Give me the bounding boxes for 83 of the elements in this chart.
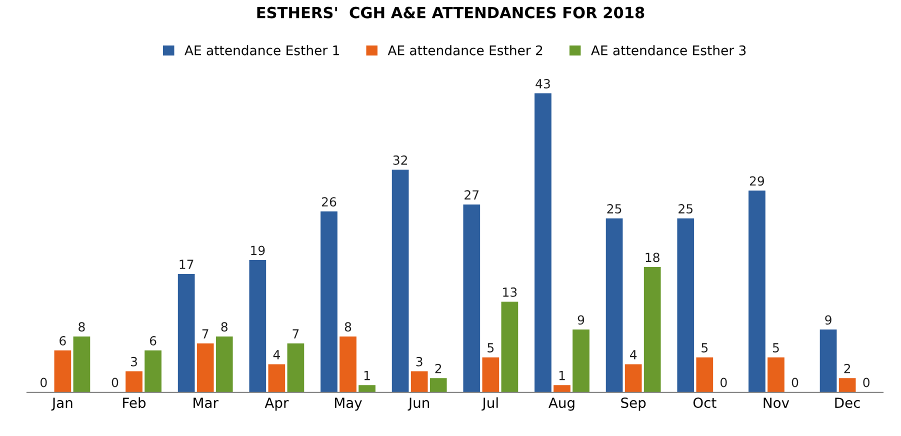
- bar: [358, 385, 376, 392]
- bar: [178, 274, 195, 392]
- data-label: 8: [221, 322, 228, 332]
- bar: [501, 302, 518, 392]
- bar: [644, 266, 661, 392]
- bar: [320, 211, 338, 392]
- bar: [482, 357, 500, 392]
- data-label: 1: [559, 370, 565, 380]
- bar: [144, 350, 162, 392]
- x-tick-label: Nov: [764, 398, 790, 408]
- x-tick-label: Jan: [51, 398, 72, 411]
- data-label: 8: [78, 322, 85, 332]
- legend-label: AE attendance Esther 2: [388, 45, 542, 56]
- data-label: 7: [292, 329, 299, 338]
- bar: [430, 378, 447, 392]
- data-label: 27: [464, 190, 479, 200]
- data-label: 3: [131, 356, 137, 366]
- data-label: 0: [40, 378, 47, 388]
- bar: [392, 170, 409, 392]
- bar: [572, 330, 590, 392]
- x-tick-label: Jun: [408, 398, 430, 411]
- data-label: 9: [578, 315, 584, 325]
- bar: [410, 371, 428, 392]
- data-label: 2: [844, 364, 850, 374]
- data-label: 8: [344, 322, 352, 332]
- data-label: 25: [607, 204, 622, 214]
- bar: [820, 330, 837, 392]
- bar: [287, 343, 304, 392]
- data-label: 43: [536, 79, 550, 88]
- x-tick-label: May: [335, 398, 362, 411]
- data-label: 5: [772, 343, 779, 352]
- data-label: 13: [503, 287, 517, 297]
- data-label: 26: [322, 197, 336, 207]
- bar: [554, 385, 570, 392]
- bar: [249, 260, 266, 392]
- x-tick-label: Dec: [835, 398, 860, 408]
- data-label: 4: [630, 350, 637, 360]
- data-label: 29: [750, 176, 764, 186]
- x-tick-label: Sep: [621, 398, 646, 411]
- x-tick-label: Mar: [194, 398, 218, 408]
- data-label: 19: [251, 246, 265, 256]
- data-label: 5: [702, 343, 708, 352]
- bar: [126, 371, 142, 392]
- data-label: 3: [416, 356, 422, 366]
- data-label: 25: [678, 204, 692, 214]
- legend-label: AE attendance Esther 1: [184, 45, 339, 56]
- data-label: 0: [863, 378, 870, 388]
- data-label: 1: [364, 370, 370, 380]
- x-tick-label: Aug: [548, 398, 574, 411]
- bar: [696, 357, 714, 392]
- data-label: 7: [202, 329, 208, 338]
- data-label: 5: [488, 343, 494, 352]
- x-tick-label: Apr: [264, 398, 289, 411]
- bar: [73, 336, 90, 392]
- bar: [534, 93, 552, 392]
- data-label: 6: [150, 336, 156, 346]
- data-label: 32: [393, 155, 408, 165]
- bar: [196, 343, 214, 392]
- legend-label: AE attendance Esther 3: [591, 45, 746, 56]
- bar: [606, 218, 623, 392]
- data-label: 17: [180, 260, 194, 269]
- data-label: 0: [720, 378, 727, 388]
- data-label: 18: [646, 252, 660, 262]
- data-label: 4: [273, 350, 280, 360]
- data-label: 0: [112, 378, 118, 388]
- bar: [54, 350, 72, 392]
- bar: [340, 336, 356, 392]
- chart-title: ESTHERS' CGH A&E ATTENDANCES FOR 2018: [257, 6, 644, 18]
- bar: [268, 364, 286, 392]
- x-tick-label: Feb: [123, 397, 146, 408]
- bar: [768, 357, 784, 392]
- bar: [216, 336, 233, 392]
- bar: [624, 364, 642, 392]
- bar: [463, 204, 480, 392]
- data-label: 9: [825, 315, 832, 325]
- data-label: 2: [435, 364, 442, 374]
- x-tick-label: Jul: [482, 397, 498, 411]
- x-tick-label: Oct: [693, 398, 716, 408]
- bar: [677, 218, 694, 392]
- data-label: 6: [60, 336, 66, 346]
- bar: [748, 190, 766, 392]
- bar: [838, 378, 856, 392]
- data-label: 0: [792, 378, 798, 388]
